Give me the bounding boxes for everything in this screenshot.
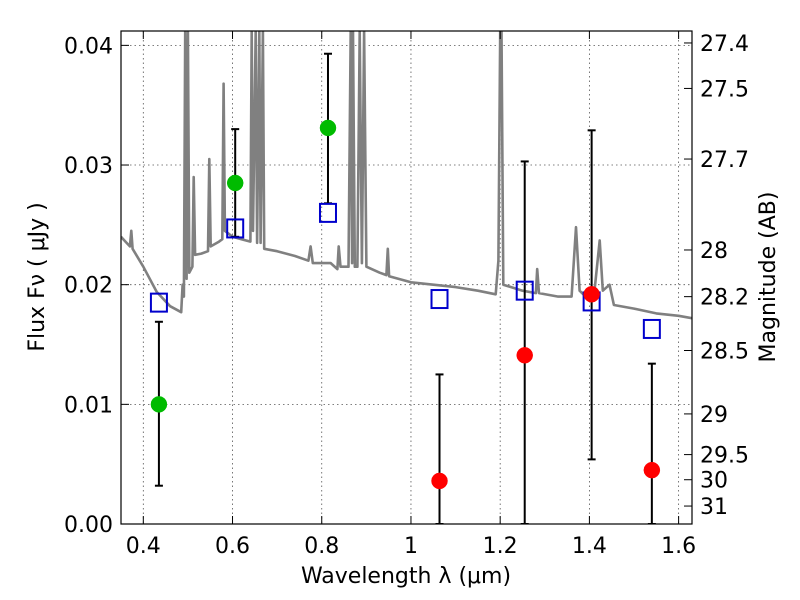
model-square-marker (149, 292, 168, 313)
model-square-marker (642, 318, 661, 339)
y-tick-label: 0.03 (64, 154, 113, 179)
right-tick-label: 28 (700, 239, 728, 264)
y-tick-label: 0.02 (64, 274, 113, 299)
right-tick-label: 27.7 (700, 148, 749, 173)
model-square-marker (430, 289, 449, 310)
right-axis-label: Magnitude (AB) (756, 192, 781, 363)
x-axis-label: Wavelength λ (μm) (301, 564, 511, 589)
observed-flux-point (319, 119, 337, 137)
observed-flux-point (150, 396, 168, 413)
right-tick-label: 28.2 (700, 286, 749, 311)
plot-frame (120, 30, 693, 525)
right-tick-label: 29 (700, 403, 728, 428)
model-square-marker (515, 280, 534, 301)
right-tick-label: 29.5 (700, 444, 749, 469)
right-tick-label: 30 (700, 469, 728, 494)
x-tick-label: 1.6 (661, 534, 696, 559)
x-tick-label: 0.4 (126, 534, 161, 559)
model-square-marker (318, 202, 337, 223)
model-square-marker (226, 218, 245, 239)
y-tick-label: 0.00 (64, 513, 113, 538)
x-tick-label: 1.4 (572, 534, 607, 559)
y-axis-label: Flux Fν ( μJy ) (25, 202, 50, 351)
x-tick-label: 1.2 (483, 534, 518, 559)
data-markers (149, 119, 661, 490)
x-tick-label: 0.8 (304, 534, 339, 559)
x-tick-label: 1 (404, 534, 418, 559)
observed-flux-point (226, 174, 244, 192)
observed-flux-point (431, 472, 448, 490)
observed-flux-point (643, 461, 661, 479)
axis-ticks: 0.4 0.6 0.8 1 1.2 1.4 1.6 0.00 0.01 0.02 0.03 0.04 2… (64, 31, 749, 559)
right-tick-label: 27.4 (700, 32, 749, 57)
grid-lines (121, 31, 692, 524)
x-tick-label: 0.6 (215, 534, 250, 559)
observed-flux-point (583, 286, 600, 303)
right-tick-label: 31 (700, 495, 728, 520)
y-tick-label: 0.04 (64, 34, 113, 59)
right-tick-label: 28.5 (700, 339, 749, 364)
model-spectrum-line (121, 31, 692, 320)
right-tick-label: 27.5 (700, 77, 749, 102)
spectrum-layer (121, 31, 692, 320)
plot-background (121, 31, 692, 524)
observed-flux-point (516, 347, 533, 364)
y-tick-label: 0.01 (64, 393, 113, 418)
